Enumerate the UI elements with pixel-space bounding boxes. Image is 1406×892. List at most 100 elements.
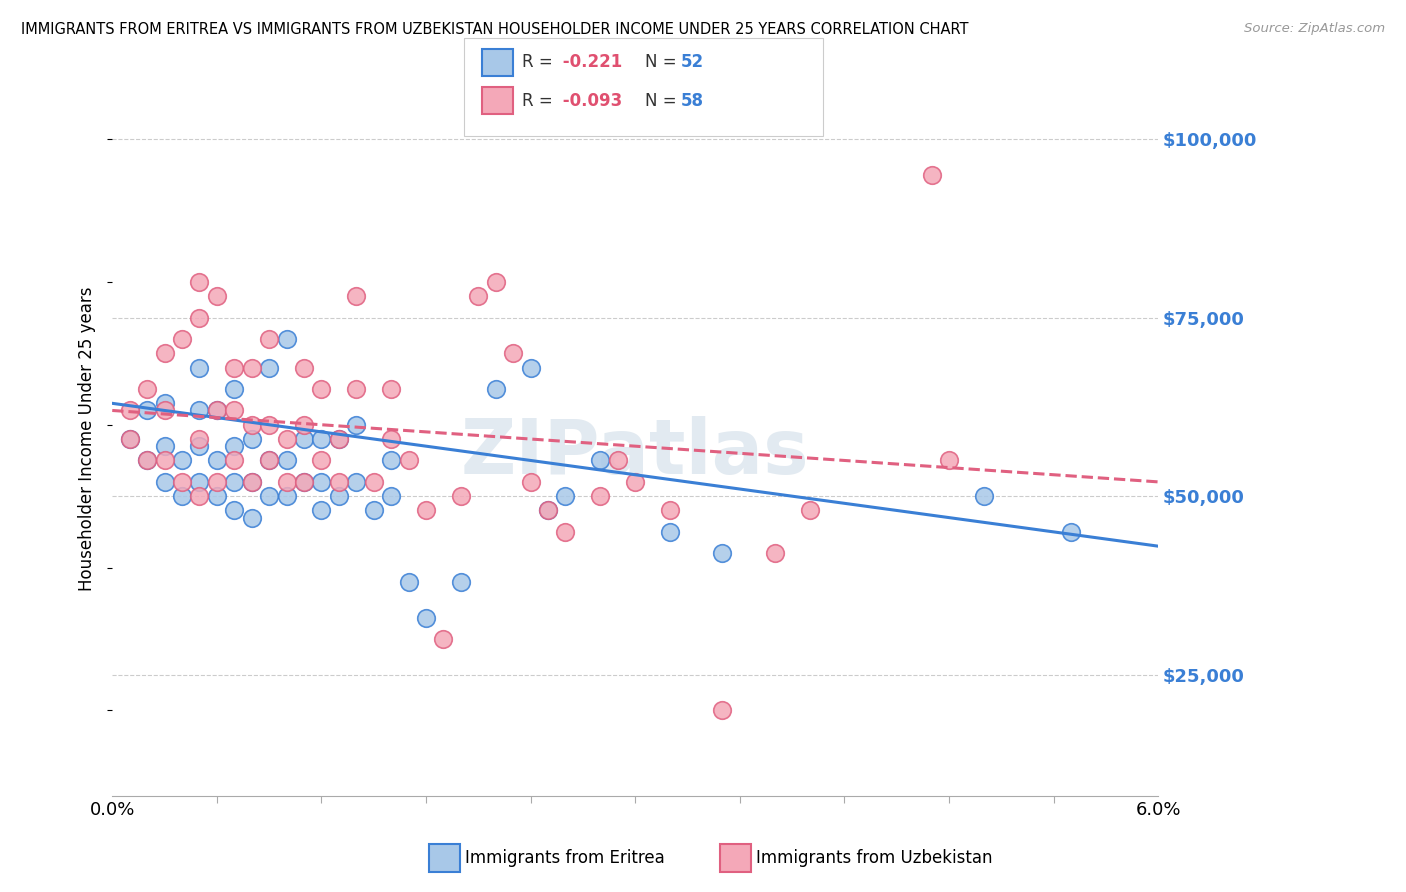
Point	[170, 475, 193, 489]
Point	[311, 453, 333, 467]
Point	[153, 453, 176, 467]
Point	[205, 289, 228, 303]
Point	[240, 510, 263, 524]
Point	[136, 403, 159, 417]
Point	[344, 417, 367, 432]
Point	[276, 489, 298, 503]
Text: R =: R =	[522, 54, 558, 71]
Point	[344, 382, 367, 396]
Point	[240, 475, 263, 489]
Point	[205, 475, 228, 489]
Point	[659, 503, 682, 517]
Point	[188, 432, 211, 446]
Point	[398, 574, 420, 589]
Text: -0.093: -0.093	[557, 92, 621, 110]
Point	[292, 417, 315, 432]
Point	[257, 453, 280, 467]
Point	[205, 403, 228, 417]
Point	[763, 546, 786, 560]
Point	[257, 489, 280, 503]
Point	[467, 289, 489, 303]
Point	[224, 503, 246, 517]
Point	[153, 346, 176, 360]
Point	[502, 346, 524, 360]
Point	[450, 489, 472, 503]
Point	[118, 432, 141, 446]
Text: 52: 52	[681, 54, 703, 71]
Point	[799, 503, 821, 517]
Point	[240, 417, 263, 432]
Point	[554, 524, 576, 539]
Point	[380, 489, 402, 503]
Point	[224, 475, 246, 489]
Point	[711, 703, 734, 717]
Point	[659, 524, 682, 539]
Point	[188, 275, 211, 289]
Point	[537, 503, 560, 517]
Text: Source: ZipAtlas.com: Source: ZipAtlas.com	[1244, 22, 1385, 36]
Text: IMMIGRANTS FROM ERITREA VS IMMIGRANTS FROM UZBEKISTAN HOUSEHOLDER INCOME UNDER 2: IMMIGRANTS FROM ERITREA VS IMMIGRANTS FR…	[21, 22, 969, 37]
Point	[519, 360, 541, 375]
Point	[344, 475, 367, 489]
Point	[276, 453, 298, 467]
Point	[170, 332, 193, 346]
Point	[328, 432, 350, 446]
Point	[118, 403, 141, 417]
Point	[136, 453, 159, 467]
Point	[240, 432, 263, 446]
Point	[188, 403, 211, 417]
Text: N =: N =	[645, 92, 682, 110]
Point	[606, 453, 628, 467]
Point	[257, 332, 280, 346]
Text: Immigrants from Eritrea: Immigrants from Eritrea	[465, 849, 665, 867]
Point	[311, 382, 333, 396]
Point	[363, 503, 385, 517]
Point	[328, 489, 350, 503]
Point	[485, 382, 508, 396]
Point	[344, 289, 367, 303]
Point	[380, 453, 402, 467]
Point	[415, 503, 437, 517]
Point	[170, 453, 193, 467]
Point	[276, 475, 298, 489]
Point	[973, 489, 995, 503]
Point	[276, 332, 298, 346]
Point	[380, 382, 402, 396]
Point	[311, 475, 333, 489]
Point	[205, 403, 228, 417]
Point	[257, 360, 280, 375]
Point	[624, 475, 647, 489]
Point	[153, 439, 176, 453]
Point	[205, 489, 228, 503]
Point	[328, 432, 350, 446]
Point	[118, 432, 141, 446]
Point	[188, 360, 211, 375]
Point	[257, 417, 280, 432]
Point	[188, 475, 211, 489]
Point	[224, 453, 246, 467]
Point	[257, 453, 280, 467]
Point	[188, 489, 211, 503]
Point	[224, 382, 246, 396]
Point	[224, 360, 246, 375]
Point	[292, 432, 315, 446]
Point	[276, 432, 298, 446]
Point	[1060, 524, 1083, 539]
Text: -0.221: -0.221	[557, 54, 621, 71]
Point	[432, 632, 454, 646]
Point	[292, 475, 315, 489]
Text: N =: N =	[645, 54, 682, 71]
Point	[170, 489, 193, 503]
Text: 58: 58	[681, 92, 703, 110]
Point	[292, 360, 315, 375]
Point	[136, 382, 159, 396]
Point	[240, 475, 263, 489]
Point	[311, 432, 333, 446]
Point	[554, 489, 576, 503]
Point	[589, 453, 612, 467]
Point	[153, 396, 176, 410]
Point	[292, 475, 315, 489]
Point	[711, 546, 734, 560]
Point	[328, 475, 350, 489]
Point	[415, 610, 437, 624]
